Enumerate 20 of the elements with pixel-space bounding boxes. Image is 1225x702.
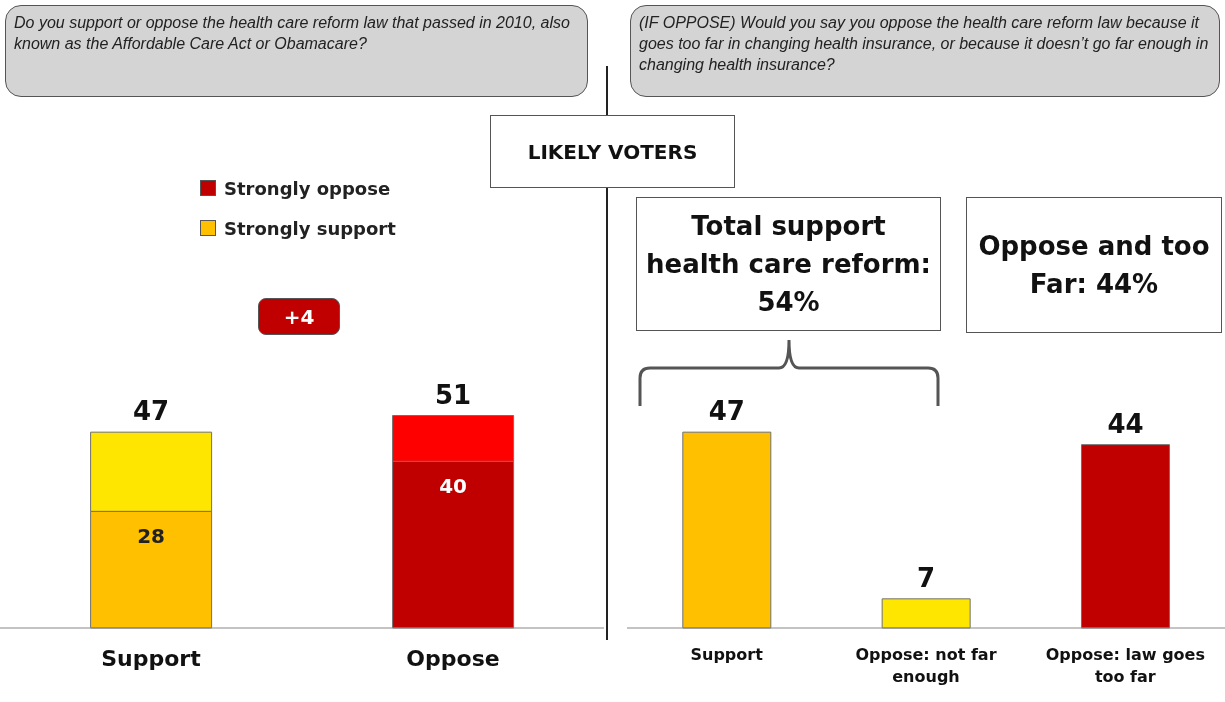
text: Oppose and too Far: 44% [966,197,1222,333]
data-label: 28 [137,524,166,549]
x-tick-label: Support [690,645,764,664]
legend-label: Strongly support [224,217,396,239]
total-label: 47 [133,396,170,427]
x-tick-label: Oppose: not far enough [855,645,997,687]
x-tick-label: Support [101,646,202,671]
x-tick-label: Oppose: law goes too far [1045,645,1205,687]
x-tick-label: Oppose [406,646,500,671]
data-label: 44 [1107,408,1144,439]
legend-label: Strongly oppose [224,177,391,199]
text: +4 [258,298,340,335]
data-label: 47 [708,396,745,427]
text: Total support health care reform: 54% [636,197,941,331]
chart-title: (IF OPPOSE) Would you say you oppose the health care reform law because it goes too far in changing health insurance, or because it doesn’t go far enough in changing health insurance? [630,5,1220,97]
data-label: 7 [917,562,936,593]
chart-title: Do you support or oppose the health care reform law that passed in 2010, also known as the Affordable Care Act or Obamacare? [5,5,588,97]
total-label: 51 [435,379,472,410]
data-label: 40 [439,474,468,499]
chart-subtitle: LIKELY VOTERS [490,115,735,188]
